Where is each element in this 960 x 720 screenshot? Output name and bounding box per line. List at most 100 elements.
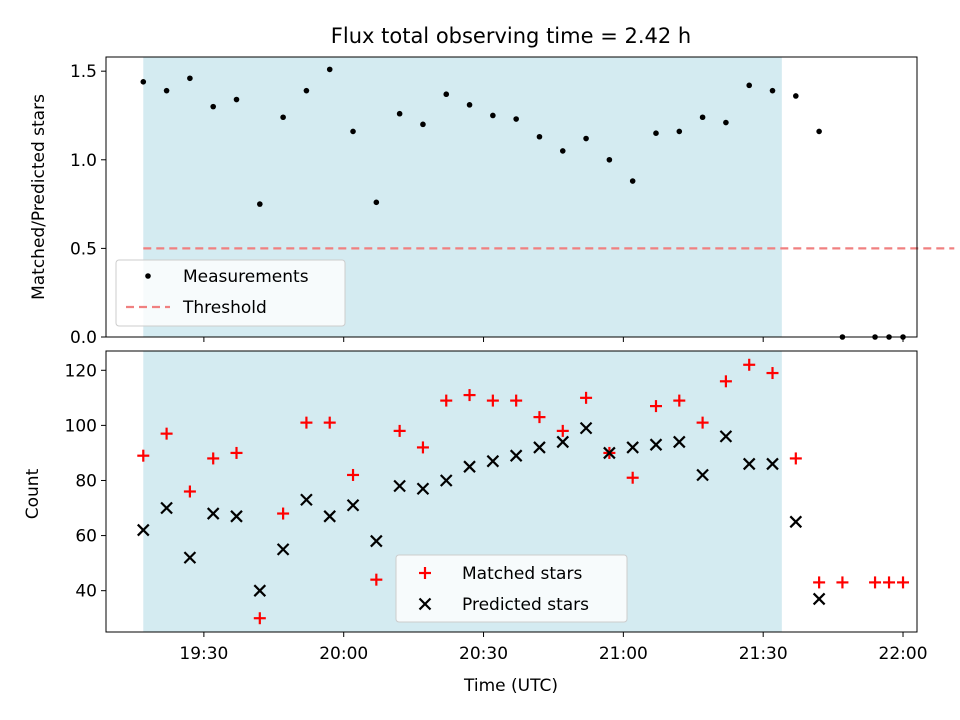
predicted-star-point <box>346 498 360 512</box>
measurement-point <box>280 114 286 121</box>
y-tick-label: 80 <box>75 471 97 491</box>
measurement-point <box>140 79 147 85</box>
predicted-star-points <box>137 421 826 606</box>
predicted-star-point <box>416 482 430 496</box>
matched-star-point <box>160 427 173 440</box>
bottom-legend: Matched stars Predicted stars <box>395 554 628 623</box>
predicted-star-point <box>486 454 500 468</box>
measurement-point <box>769 87 776 94</box>
top-axes-frame <box>105 56 918 338</box>
measurement-point <box>746 82 753 89</box>
measurement-point <box>653 130 659 137</box>
predicted-star-point <box>230 510 243 523</box>
matched-star-point <box>183 485 196 498</box>
predicted-star-point <box>579 421 593 435</box>
measurement-point <box>443 91 450 98</box>
matched-star-point <box>869 576 882 589</box>
legend-matched-label: Matched stars <box>462 564 582 584</box>
predicted-star-point <box>160 501 173 515</box>
y-tick-label: 100 <box>65 416 97 436</box>
measurement-point <box>373 199 380 206</box>
measurement-point <box>326 66 333 73</box>
matched-star-point <box>510 394 523 407</box>
measurement-point <box>676 128 683 135</box>
predicted-star-point <box>556 435 570 449</box>
matched-star-point <box>766 367 779 380</box>
legend-x-mark <box>418 597 432 611</box>
measurement-point <box>606 156 613 163</box>
predicted-star-point <box>323 510 337 523</box>
matched-star-point <box>300 416 313 429</box>
predicted-star-point <box>673 435 686 449</box>
predicted-star-point <box>370 534 383 548</box>
measurement-point <box>490 112 496 119</box>
matched-star-point <box>323 416 336 429</box>
x-axis-label: Time (UTC) <box>463 676 558 696</box>
matched-star-point <box>463 389 476 402</box>
top-x-ticks <box>203 337 904 342</box>
predicted-star-point <box>393 479 406 493</box>
legend-predicted-label: Predicted stars <box>462 595 589 615</box>
y-tick-label: 1.0 <box>70 151 97 171</box>
legend-plus-mark <box>419 567 431 579</box>
bottom-x-ticks: 19:30 20:00 20:30 21:00 21:30 22:00 <box>179 632 928 664</box>
y-tick-label: 120 <box>65 361 97 381</box>
matched-star-point <box>673 394 686 407</box>
predicted-star-point <box>276 543 290 556</box>
matched-star-point <box>626 471 639 484</box>
y-tick-label: 60 <box>75 527 97 547</box>
measurement-point <box>396 110 403 117</box>
matched-star-point <box>649 400 662 413</box>
predicted-star-point <box>463 460 476 473</box>
matched-star-point <box>813 576 826 589</box>
measurement-point <box>210 103 217 110</box>
measurement-point <box>699 114 706 121</box>
predicted-star-point <box>742 457 756 471</box>
x-tick-label: 21:00 <box>599 644 648 664</box>
predicted-star-point <box>626 441 639 454</box>
predicted-star-point <box>696 468 709 482</box>
measurement-point <box>723 119 729 126</box>
top-panel: 0.0 0.5 1.0 1.5 Matched/Predicted stars Mea… <box>29 56 955 348</box>
matched-star-point <box>393 424 406 437</box>
predicted-star-point <box>649 438 663 451</box>
predicted-star-point <box>789 515 803 529</box>
predicted-star-point <box>812 592 826 606</box>
legend-matched-marker <box>419 567 431 579</box>
predicted-star-point <box>509 449 523 462</box>
measurement-point <box>583 135 589 142</box>
legend-predicted-marker <box>418 597 432 611</box>
matched-star-point <box>230 446 243 459</box>
predicted-star-point <box>137 523 150 537</box>
y-tick-label: 1.5 <box>70 62 97 82</box>
measurement-point <box>163 87 170 94</box>
measurement-point <box>536 133 543 140</box>
legend-measurement-marker <box>145 273 151 279</box>
predicted-star-point <box>206 507 220 520</box>
matched-star-point <box>486 394 499 407</box>
matched-star-point <box>556 424 569 437</box>
matched-star-point <box>207 452 220 465</box>
matched-star-point <box>743 358 756 371</box>
bottom-panel: 40 60 80 100 120 19:30 20:00 20:30 21:00 21:30 22… <box>23 350 928 696</box>
matched-star-point <box>416 441 429 454</box>
matched-star-point <box>347 468 360 481</box>
predicted-star-point <box>766 457 779 471</box>
x-tick-label: 21:30 <box>739 644 788 664</box>
x-tick-label: 20:00 <box>319 644 368 664</box>
matched-star-point <box>440 394 453 407</box>
predicted-star-point <box>533 441 546 454</box>
matched-star-point <box>897 576 910 589</box>
legend-threshold-label: Threshold <box>182 298 267 318</box>
matched-star-point <box>277 507 290 520</box>
y-tick-label: 0.5 <box>70 239 97 259</box>
x-tick-label: 22:00 <box>879 644 928 664</box>
measurement-point <box>350 128 356 135</box>
matched-star-point <box>789 452 802 465</box>
measurement-point <box>420 121 426 128</box>
measurement-point <box>816 128 822 135</box>
bottom-y-ticks: 40 60 80 100 120 <box>65 361 106 602</box>
measurement-point <box>513 116 519 122</box>
legend-measurements-label: Measurements <box>183 267 309 287</box>
